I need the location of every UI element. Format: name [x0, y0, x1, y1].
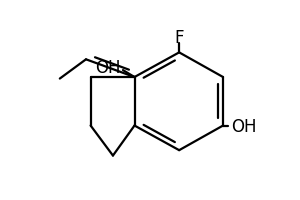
Text: OH: OH	[232, 117, 257, 135]
Text: OH: OH	[95, 59, 121, 77]
Text: F: F	[174, 29, 184, 47]
